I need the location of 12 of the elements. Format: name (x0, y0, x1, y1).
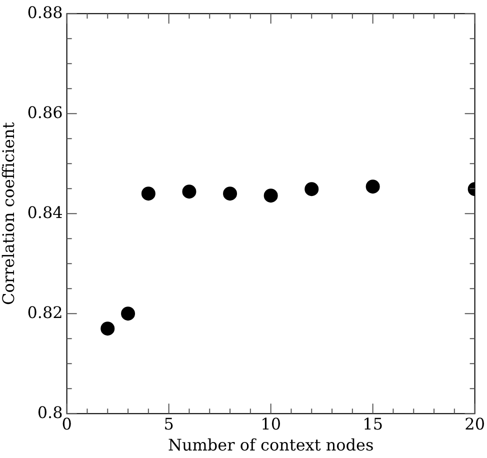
x-tick-label: 15 (362, 414, 383, 434)
y-tick-label: 0.82 (27, 302, 63, 322)
y-tick-label: 0.86 (27, 102, 63, 122)
x-tick-label: 0 (62, 414, 72, 434)
y-tick-label: 0.88 (27, 2, 63, 22)
y-tick-label: 0.84 (27, 202, 63, 222)
x-tick-label: 20 (464, 414, 485, 434)
y-axis-title: Correlation coefficient (0, 122, 18, 305)
y-tick-label: 0.8 (37, 402, 63, 422)
x-axis-title: Number of context nodes (168, 436, 374, 455)
x-tick-label: 10 (260, 414, 281, 434)
x-tick-label: 5 (164, 414, 174, 434)
